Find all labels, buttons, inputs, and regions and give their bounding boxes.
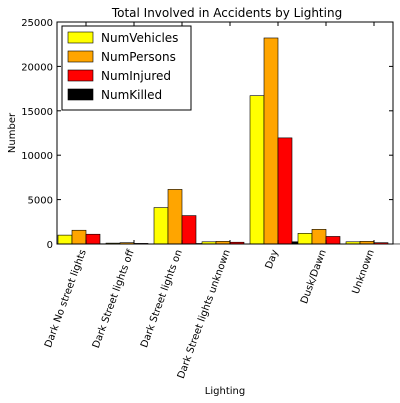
x-tick-label-dusk-dawn: Dusk/Dawn xyxy=(299,248,329,305)
bar-numinjured-dark-street-lights-on xyxy=(181,215,197,245)
x-tick-label-dark-street-lights-on: Dark Street lights on xyxy=(139,248,185,349)
x-tick-label-dark-street-lights-unknown: Dark Street lights unknown xyxy=(176,248,233,380)
legend-label-numpersons: NumPersons xyxy=(101,50,176,64)
x-tick-label-dark-no-street-lights: Dark No street lights xyxy=(43,248,89,349)
bar-numinjured-dark-no-street-lights xyxy=(85,233,101,245)
x-tick-label-dark-street-lights-off: Dark Street lights off xyxy=(91,247,137,350)
bar-numpersons-dark-street-lights-on xyxy=(167,189,183,245)
y-tick-label: 5000 xyxy=(28,196,53,207)
plot-frame xyxy=(56,21,394,245)
bar-numvehicles-dark-no-street-lights xyxy=(57,234,73,245)
bar-numvehicles-dusk-dawn xyxy=(297,233,313,245)
x-tick-label-day: Day xyxy=(264,248,281,270)
y-axis: 0 5000 10000 15000 20000 25000 xyxy=(21,18,393,251)
bar-numpersons-dusk-dawn xyxy=(311,229,327,245)
bar-numinjured-day xyxy=(277,137,293,245)
chart-title: Total Involved in Accidents by Lighting xyxy=(111,6,342,20)
bar-numvehicles-dark-street-lights-on xyxy=(153,207,169,245)
legend-swatch-numkilled xyxy=(67,88,94,101)
bar-numinjured-dusk-dawn xyxy=(325,236,341,245)
legend-label-numvehicles: NumVehicles xyxy=(101,31,178,45)
y-tick-label: 0 xyxy=(47,240,53,251)
legend-label-numkilled: NumKilled xyxy=(101,88,162,102)
legend-swatch-numinjured xyxy=(67,69,94,82)
bar-numvehicles-day xyxy=(249,95,265,245)
y-tick-label: 10000 xyxy=(21,151,53,162)
x-tick-label-unknown: Unknown xyxy=(351,248,377,295)
y-tick-label: 25000 xyxy=(21,18,53,29)
legend: NumVehicles NumPersons NumInjured NumKilled xyxy=(61,25,192,111)
legend-label-numinjured: NumInjured xyxy=(101,69,171,83)
bar-numpersons-dark-no-street-lights xyxy=(71,229,87,245)
x-axis-label: Lighting xyxy=(205,386,245,397)
legend-swatch-numvehicles xyxy=(67,31,94,44)
y-tick-label: 15000 xyxy=(21,107,53,118)
legend-swatch-numpersons xyxy=(67,50,94,63)
y-tick-label: 20000 xyxy=(21,62,53,73)
bar-numpersons-day xyxy=(263,37,279,245)
y-axis-label: Number xyxy=(7,112,18,153)
